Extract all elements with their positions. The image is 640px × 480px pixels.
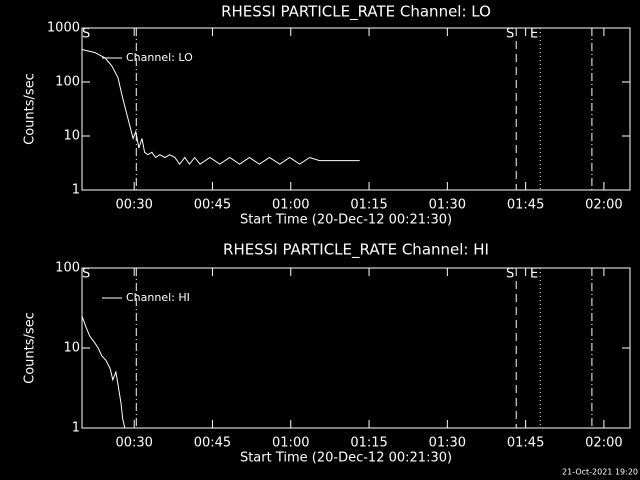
x-tick-label: 00:30: [115, 436, 152, 451]
marker-label: S: [82, 267, 90, 282]
x-tick-label: 02:00: [585, 436, 622, 451]
x-tick-label: 01:30: [429, 436, 466, 451]
x-tick-label: 01:30: [429, 198, 466, 213]
x-axis-label: Start Time (20-Dec-12 00:21:30): [240, 213, 452, 228]
x-tick-label: 01:45: [507, 198, 544, 213]
y-axis-label: Counts/sec: [23, 73, 38, 145]
x-tick-label: 01:00: [272, 198, 309, 213]
plot-frame: [81, 27, 631, 191]
x-tick-label: 01:15: [350, 436, 387, 451]
chart-title: RHESSI PARTICLE_RATE Channel: LO: [221, 3, 491, 22]
y-tick-label: 10: [63, 341, 80, 356]
x-tick-label: 01:45: [507, 436, 544, 451]
y-tick-label: 100: [55, 75, 80, 90]
marker-label: S: [506, 27, 514, 42]
marker-label: E: [530, 27, 538, 42]
y-axis-label: Counts/sec: [23, 312, 38, 384]
chart-title: RHESSI PARTICLE_RATE Channel: HI: [223, 241, 489, 260]
y-tick-label: 1: [72, 421, 80, 436]
y-tick-label: 10: [63, 129, 80, 144]
data-line: [81, 316, 126, 429]
data-line: [81, 49, 360, 166]
x-tick-label: 00:30: [115, 198, 152, 213]
x-tick-label: 02:00: [585, 198, 622, 213]
x-axis-label: Start Time (20-Dec-12 00:21:30): [240, 451, 452, 466]
marker-label: E: [530, 267, 538, 282]
x-tick-label: 00:45: [194, 198, 231, 213]
marker-label: S: [506, 267, 514, 282]
x-tick-label: 00:45: [194, 436, 231, 451]
x-tick-label: 01:00: [272, 436, 309, 451]
marker-label: S: [82, 27, 90, 42]
legend-label: Channel: HI: [126, 291, 190, 304]
x-tick-label: 01:15: [350, 198, 387, 213]
y-tick-label: 1: [72, 183, 80, 198]
legend-label: Channel: LO: [126, 51, 193, 64]
y-tick-label: 1000: [47, 21, 80, 36]
footer: 21-Oct-2021 19:20: [562, 468, 638, 477]
y-tick-label: 100: [55, 261, 80, 276]
